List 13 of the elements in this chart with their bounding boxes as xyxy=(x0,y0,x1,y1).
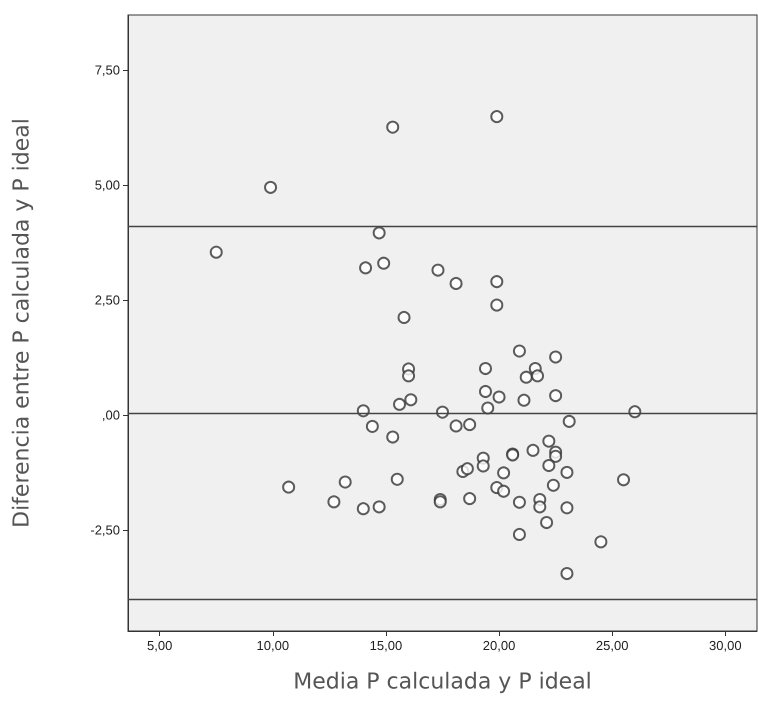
y-tick-label: 2,50 xyxy=(94,292,120,308)
x-tick-label: 10,00 xyxy=(256,638,290,653)
x-tick-label: 25,00 xyxy=(596,638,628,653)
y-tick-label: -2,50 xyxy=(90,522,120,538)
y-tick-label: 7,50 xyxy=(94,62,120,78)
x-tick-label: 15,00 xyxy=(370,638,402,653)
x-axis-title: Media P calculada y P ideal xyxy=(293,670,592,694)
x-tick-label: 30,00 xyxy=(709,638,742,653)
y-tick-label: 5,00 xyxy=(94,178,120,193)
y-tick-label: ,00 xyxy=(102,407,120,422)
x-tick-label: 20,00 xyxy=(482,638,516,653)
x-tick-label: 5,00 xyxy=(147,638,172,653)
y-axis-title: Diferencia entre P calculada y P ideal xyxy=(10,118,34,528)
